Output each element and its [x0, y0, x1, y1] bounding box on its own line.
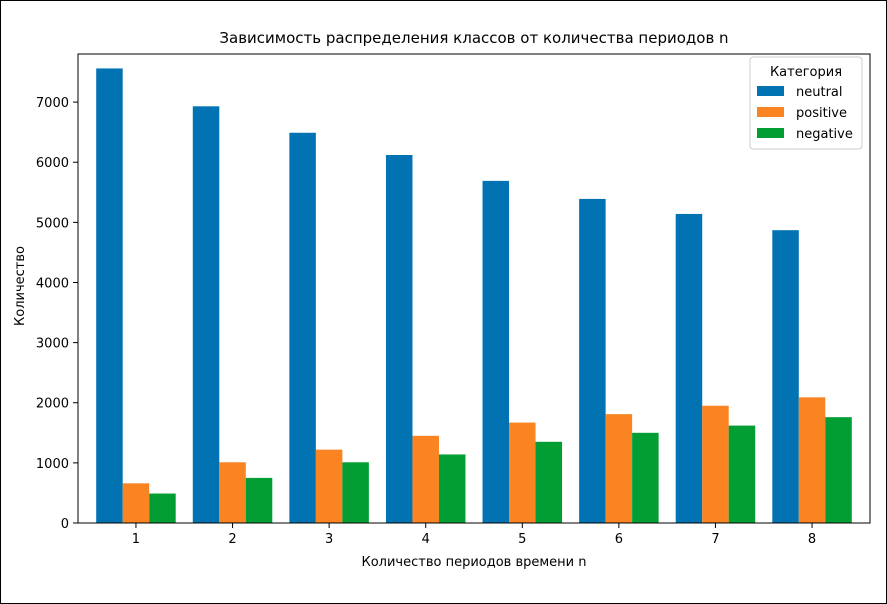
- bar-negative-3: [342, 462, 369, 523]
- bar-negative-1: [149, 493, 176, 523]
- bar-negative-6: [632, 432, 659, 523]
- bar-positive-5: [509, 422, 536, 523]
- bar-neutral-6: [579, 198, 606, 523]
- x-tick-label-7: 7: [711, 532, 719, 547]
- bar-neutral-3: [289, 132, 316, 523]
- y-tick-label-4000: 4000: [36, 276, 69, 291]
- plot-area: 1 2 3 4 5 6 7 8 0 1000 2000 3000 4000 5000 6000 7000: [36, 53, 871, 547]
- legend-label-neutral: neutral: [796, 85, 843, 100]
- x-tick-label-4: 4: [422, 532, 430, 547]
- x-axis-label: Количество периодов времени n: [361, 555, 586, 570]
- legend-swatch-neutral: [757, 86, 784, 96]
- y-tick-label-2000: 2000: [36, 397, 69, 412]
- legend-label-negative: negative: [796, 127, 853, 142]
- x-tick-label-5: 5: [518, 532, 526, 547]
- legend-box: [749, 56, 863, 150]
- bar-positive-4: [412, 435, 439, 523]
- y-tick-label-6000: 6000: [36, 156, 69, 171]
- bar-neutral-2: [192, 106, 220, 524]
- plot-border: [77, 53, 871, 524]
- legend-swatch-positive: [757, 107, 784, 117]
- bar-negative-7: [728, 425, 756, 523]
- bar-neutral-8: [772, 230, 799, 523]
- bar-neutral-7: [675, 213, 703, 523]
- legend-label-positive: positive: [796, 106, 847, 121]
- y-tick-label-0: 0: [61, 517, 69, 532]
- legend: Категория neutral positive negative: [749, 56, 863, 150]
- bar-negative-2: [245, 477, 273, 523]
- y-tick-label-5000: 5000: [36, 216, 69, 231]
- bar-negative-5: [535, 441, 563, 523]
- bar-negative-8: [825, 417, 852, 523]
- bar-neutral-1: [96, 68, 123, 523]
- bar-neutral-5: [482, 180, 510, 523]
- bar-positive-3: [315, 449, 343, 523]
- bar-positive-7: [702, 405, 729, 523]
- y-tick-label-3000: 3000: [36, 337, 69, 352]
- x-tick-label-2: 2: [228, 532, 236, 547]
- bar-negative-4: [438, 454, 466, 523]
- bar-positive-1: [122, 483, 150, 523]
- y-axis-label: Количество: [13, 246, 28, 326]
- chart-title: Зависимость распределения классов от кол…: [219, 29, 728, 47]
- bar-positive-6: [605, 414, 633, 523]
- x-tick-label-1: 1: [132, 532, 140, 547]
- x-tick-label-8: 8: [808, 532, 816, 547]
- legend-swatch-negative: [757, 128, 784, 138]
- legend-title: Категория: [770, 65, 842, 80]
- bar-positive-8: [798, 397, 826, 523]
- x-tick-label-3: 3: [325, 532, 333, 547]
- y-tick-label-1000: 1000: [36, 457, 69, 472]
- bar-neutral-4: [385, 155, 413, 523]
- y-tick-label-7000: 7000: [36, 96, 69, 111]
- bar-positive-2: [219, 462, 246, 523]
- x-tick-label-6: 6: [615, 532, 623, 547]
